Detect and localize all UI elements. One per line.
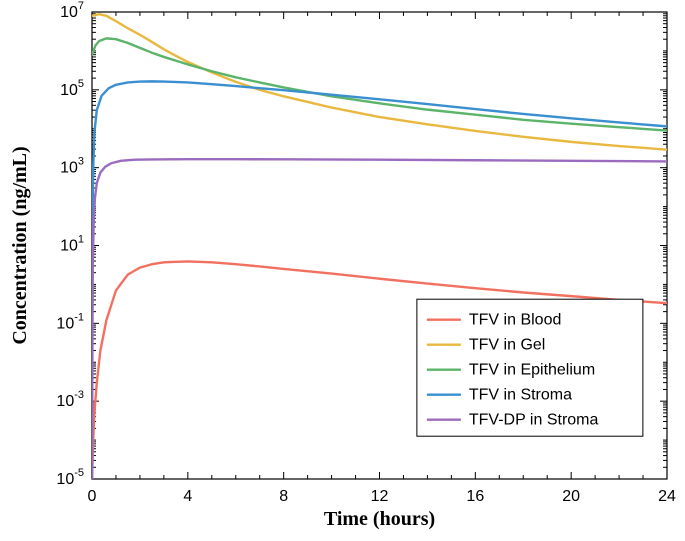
x-tick-label: 20: [562, 488, 580, 505]
legend-label: TFV in Stroma: [469, 387, 572, 404]
legend-label: TFV-DP in Stroma: [469, 412, 599, 429]
y-axis-label: Concentration (ng/mL): [9, 146, 31, 344]
x-tick-label: 12: [371, 488, 389, 505]
y-tick-label: 10-5: [56, 467, 84, 488]
y-tick-label: 105: [60, 78, 84, 99]
chart-container: 0 4 8 12 16 20 24 10-5 10-3 10-1 101 103 105 107 Time …: [0, 0, 685, 541]
y-tick-label: 101: [60, 234, 84, 255]
legend-label: TFV in Gel: [469, 337, 545, 354]
x-tick-label: 4: [183, 488, 192, 505]
x-tick-label: 24: [658, 488, 676, 505]
y-tick-label: 107: [60, 0, 84, 21]
x-tick-label: 0: [88, 488, 97, 505]
concentration-vs-time-chart: 0 4 8 12 16 20 24 10-5 10-3 10-1 101 103 105 107 Time …: [0, 0, 685, 541]
x-tick-label: 16: [466, 488, 484, 505]
legend: TFV in Blood TFV in Gel TFV in Epithelium T…: [417, 299, 643, 436]
y-tick-label: 10-3: [56, 389, 84, 410]
y-tick-label: 10-1: [56, 311, 84, 332]
x-axis-label: Time (hours): [324, 508, 435, 530]
legend-label: TFV in Epithelium: [469, 362, 595, 379]
legend-label: TFV in Blood: [469, 312, 561, 329]
x-tick-label: 8: [279, 488, 288, 505]
y-tick-label: 103: [60, 156, 84, 177]
